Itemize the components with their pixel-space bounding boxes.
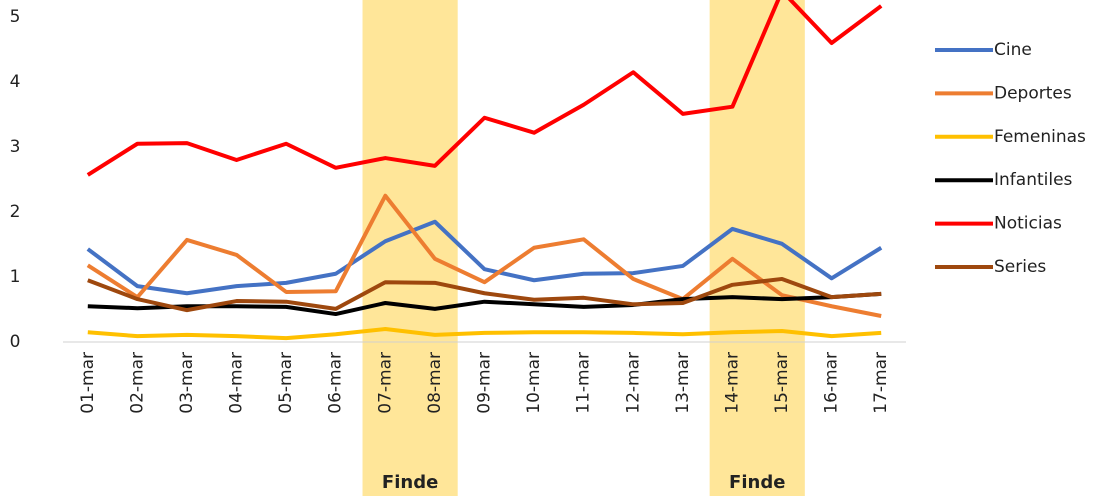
x-tick-label: 05-mar — [276, 352, 296, 414]
y-tick-label: 4 — [10, 72, 21, 92]
plot-area — [86, 0, 883, 341]
y-tick-label: 2 — [10, 202, 21, 222]
y-tick-label: 1 — [10, 267, 21, 287]
legend-label: Series — [994, 257, 1046, 277]
x-tick-label: 08-mar — [425, 352, 445, 414]
x-tick-label: 12-mar — [623, 352, 643, 414]
highlight-label: Finde — [382, 472, 438, 493]
x-tick-label: 14-mar — [722, 352, 742, 414]
series-line — [87, 327, 882, 341]
legend-label: Infantiles — [994, 170, 1073, 190]
x-tick-label: 11-mar — [574, 352, 594, 414]
legend-label: Femeninas — [994, 127, 1086, 147]
y-tick-label: 3 — [10, 137, 21, 157]
x-tick-label: 10-mar — [524, 352, 544, 414]
y-tick-label: 0 — [10, 332, 21, 352]
x-tick-label: 15-mar — [772, 352, 792, 414]
x-tick-label: 09-mar — [475, 352, 495, 414]
legend-label: Noticias — [994, 214, 1062, 234]
x-tick-label: 17-mar — [871, 352, 891, 414]
legend-label: Deportes — [994, 83, 1072, 103]
x-tick-label: 02-mar — [127, 352, 147, 414]
x-tick-label: 07-mar — [375, 352, 395, 414]
highlight-label: Finde — [729, 472, 785, 493]
x-tick-label: 06-mar — [326, 352, 346, 414]
x-tick-label: 03-mar — [177, 352, 197, 414]
legend-label: Cine — [994, 40, 1032, 60]
series-line — [87, 276, 882, 313]
series-line — [86, 219, 883, 296]
y-tick-label: 5 — [10, 7, 21, 27]
x-tick-label: 01-mar — [78, 352, 98, 414]
x-tick-label: 04-mar — [227, 352, 247, 414]
series-line — [87, 291, 882, 317]
x-tick-label: 13-mar — [673, 352, 693, 414]
series-line — [86, 0, 883, 177]
x-tick-label: 16-mar — [822, 352, 842, 414]
series-line — [86, 193, 882, 318]
